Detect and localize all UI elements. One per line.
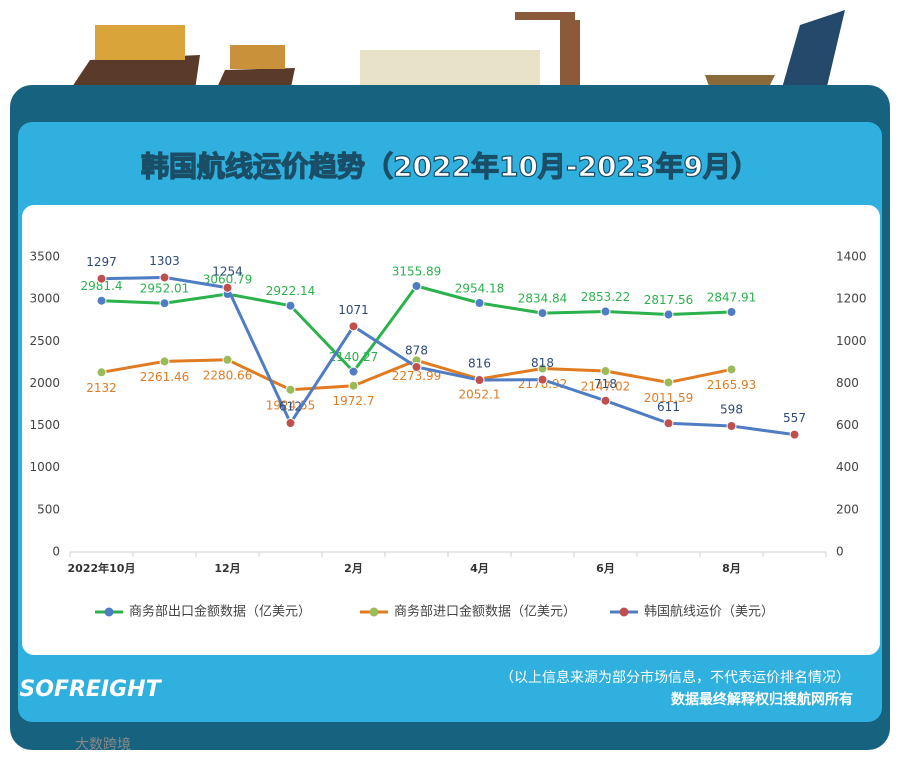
x-tick-label: 2022年10月 <box>68 561 136 575</box>
logo: SOFREIGHT <box>19 677 162 702</box>
data-label: 2834.84 <box>518 292 568 306</box>
data-label: 612 <box>279 400 302 414</box>
legend-marker <box>619 607 629 617</box>
data-label: 1071 <box>338 303 369 317</box>
y-tick-label: 3500 <box>29 250 60 264</box>
y2-tick-label: 1000 <box>836 334 867 348</box>
data-point <box>537 308 548 319</box>
data-label: 718 <box>594 377 617 391</box>
data-label: 2954.18 <box>455 282 505 296</box>
x-tick-label: 12月 <box>214 562 240 575</box>
data-label: 2165.93 <box>707 378 757 392</box>
data-label: 611 <box>657 400 680 414</box>
data-label: 1297 <box>86 255 117 269</box>
watermark: 大数跨境 <box>75 737 131 753</box>
data-point <box>789 429 800 440</box>
data-label: 598 <box>720 402 743 416</box>
data-point <box>726 364 737 375</box>
data-point <box>474 375 485 386</box>
legend-label: 商务部进口金额数据（亿美元） <box>394 604 576 620</box>
data-point <box>411 281 422 292</box>
data-point <box>663 377 674 388</box>
data-point <box>600 306 611 317</box>
data-point <box>159 298 170 309</box>
data-label: 3155.89 <box>392 265 442 279</box>
data-label: 816 <box>468 357 491 371</box>
x-tick-label: 8月 <box>722 562 741 575</box>
x-tick-label: 6月 <box>596 562 615 575</box>
data-point <box>96 273 107 284</box>
data-point <box>285 300 296 311</box>
data-label: 2261.46 <box>140 370 190 384</box>
x-tick-label: 4月 <box>470 562 489 575</box>
title: 韩国航线运价趋势（2022年10月-2023年9月） <box>141 150 759 183</box>
data-point <box>285 384 296 395</box>
y-tick-label: 3000 <box>29 292 60 306</box>
data-label: 2922.14 <box>266 284 316 298</box>
y-tick-label: 2500 <box>29 334 60 348</box>
data-point <box>348 321 359 332</box>
data-label: 2280.66 <box>203 368 253 382</box>
rights-note: 数据最终解释权归搜航网所有 <box>671 691 853 708</box>
data-label: 1254 <box>212 264 243 278</box>
y2-tick-label: 400 <box>836 460 859 474</box>
data-label: 2853.22 <box>581 290 631 304</box>
legend-marker <box>104 607 114 617</box>
data-point <box>663 309 674 320</box>
source-note: （以上信息来源为部分市场信息，不代表运价排名情况） <box>500 669 850 686</box>
y-tick-label: 500 <box>37 502 60 516</box>
y2-tick-label: 0 <box>836 545 844 559</box>
y2-tick-label: 200 <box>836 502 859 516</box>
data-point <box>600 366 611 377</box>
data-label: 1303 <box>149 254 180 268</box>
data-label: 2817.56 <box>644 293 694 307</box>
data-label: 2952.01 <box>140 282 190 296</box>
y-tick-label: 1000 <box>29 460 60 474</box>
data-point <box>411 361 422 372</box>
data-label: 2140.27 <box>329 350 379 364</box>
legend-marker <box>369 607 379 617</box>
data-label: 557 <box>783 411 806 425</box>
data-point <box>537 363 548 374</box>
data-label: 818 <box>531 356 554 370</box>
data-label: 2273.99 <box>392 369 442 383</box>
data-label: 2847.91 <box>707 290 757 304</box>
y-tick-label: 1500 <box>29 418 60 432</box>
data-point <box>96 295 107 306</box>
series-line <box>101 275 795 437</box>
legend-label: 韩国航线运价（美元） <box>644 604 774 620</box>
data-point <box>159 272 170 283</box>
data-point <box>600 395 611 406</box>
y2-tick-label: 1200 <box>836 292 867 306</box>
data-point <box>96 367 107 378</box>
data-label: 1972.7 <box>333 394 375 408</box>
data-point <box>537 374 548 385</box>
data-label: 2132 <box>86 381 117 395</box>
data-point <box>348 380 359 391</box>
data-point <box>222 282 233 293</box>
data-point <box>222 354 233 365</box>
data-label: 3060.79 <box>203 273 253 287</box>
data-point <box>474 298 485 309</box>
data-point <box>726 306 737 317</box>
x-tick-label: 2月 <box>344 562 363 575</box>
y2-tick-label: 1400 <box>836 250 867 264</box>
legend-label: 商务部出口金额数据（亿美元） <box>129 604 311 620</box>
data-point <box>663 418 674 429</box>
y-tick-label: 0 <box>52 545 60 559</box>
data-point <box>348 366 359 377</box>
data-label: 2011.59 <box>644 391 694 405</box>
data-label: 2981.4 <box>81 279 123 293</box>
data-point <box>159 356 170 367</box>
y-tick-label: 2000 <box>29 376 60 390</box>
data-label: 2147.02 <box>581 380 631 394</box>
data-label: 2052.1 <box>459 388 501 402</box>
y2-tick-label: 600 <box>836 418 859 432</box>
data-label: 878 <box>405 343 428 357</box>
data-point <box>285 418 296 429</box>
data-point <box>726 420 737 431</box>
y2-tick-label: 800 <box>836 376 859 390</box>
